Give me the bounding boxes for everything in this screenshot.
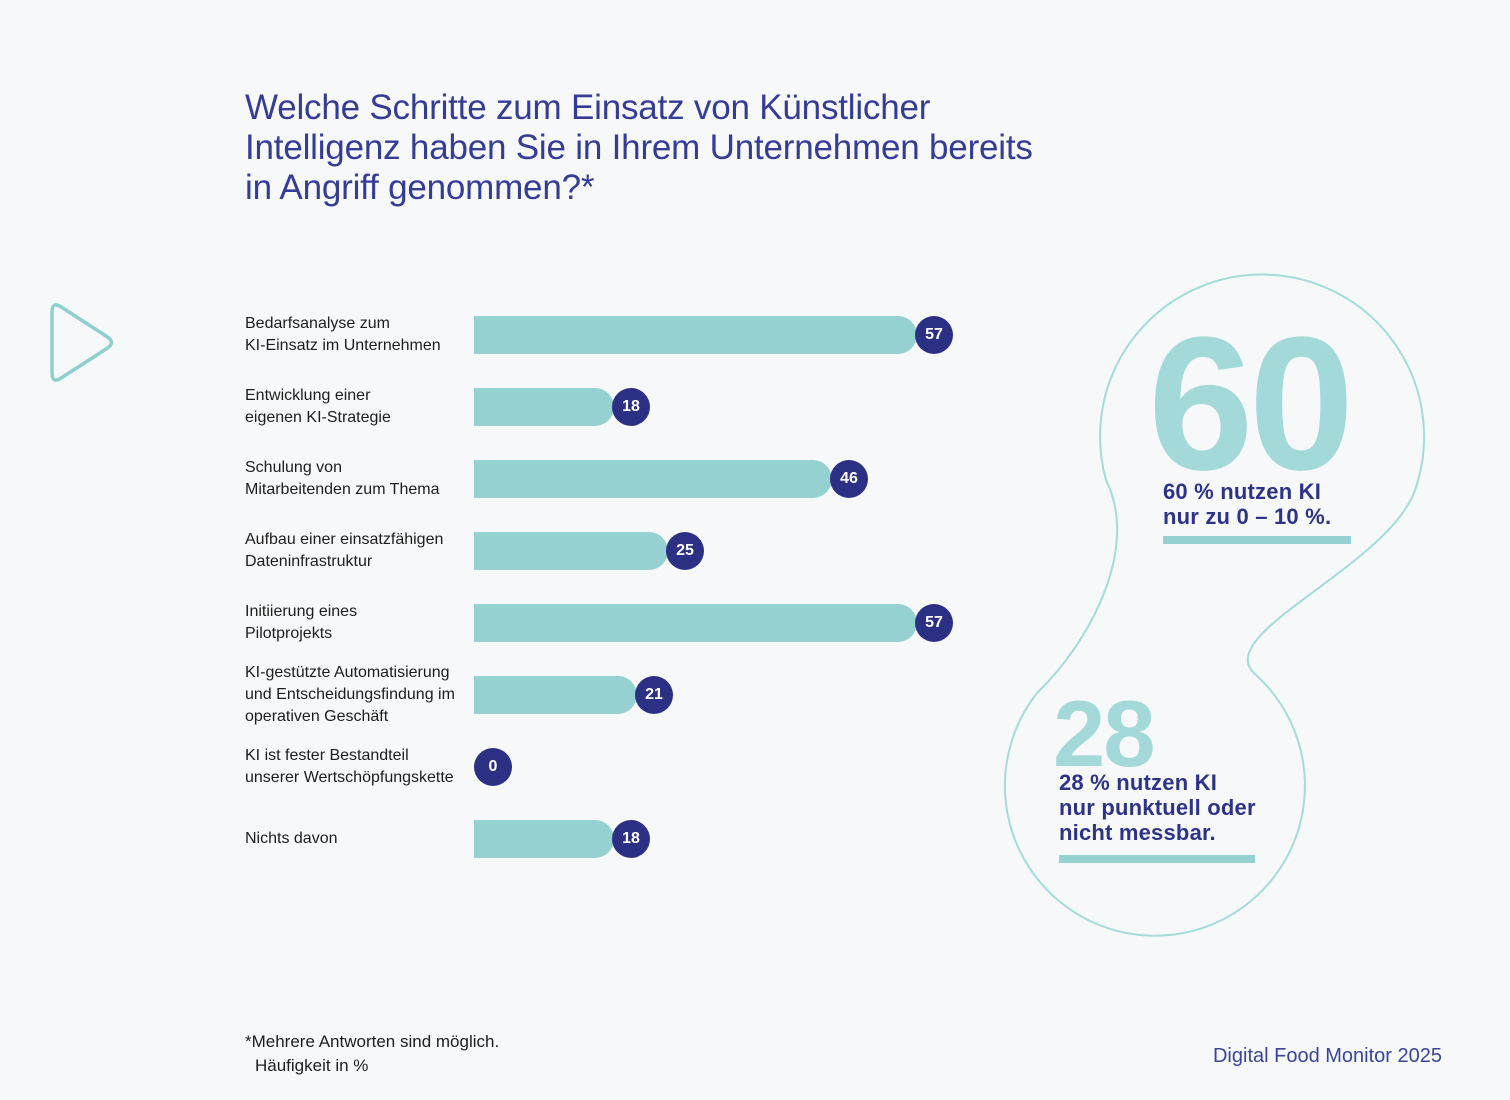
bar-label: Aufbau einer einsatzfähigen Dateninfrast… [245, 531, 444, 570]
callout-60-text: 60 % nutzen KI nur zu 0 – 10 %. [1163, 479, 1332, 529]
bar [474, 676, 637, 714]
value-badge: 57 [915, 316, 953, 354]
footnote-line1: *Mehrere Antworten sind möglich. [245, 1032, 500, 1051]
page-title: Welche Schritte zum Einsatz von Künstlic… [245, 88, 1033, 207]
footnote: *Mehrere Antworten sind möglich. Häufigk… [245, 1030, 499, 1078]
callout-60-number: 60 [1148, 298, 1354, 510]
bar-label: KI ist fester Bestandteil unserer Wertsc… [245, 747, 454, 786]
footnote-line2: Häufigkeit in % [255, 1056, 369, 1075]
callout-28-underline [1059, 855, 1255, 863]
bar-label: Bedarfsanalyse zum KI-Einsatz im Unterne… [245, 315, 441, 354]
value-badge: 46 [830, 460, 868, 498]
callout-60-underline [1163, 536, 1351, 544]
bar [474, 604, 917, 642]
bar-label: Schulung von Mitarbeitenden zum Thema [245, 459, 440, 498]
callout-28-text: 28 % nutzen KI nur punktuell oder nicht … [1059, 770, 1256, 845]
bar [474, 316, 917, 354]
bar-label: KI-gestützte Automatisierung und Entsche… [245, 664, 455, 725]
value-badge: 21 [635, 676, 673, 714]
value-badge: 18 [612, 388, 650, 426]
bar [474, 388, 614, 426]
bar-label: Initiierung eines Pilotprojekts [245, 603, 358, 642]
callout-28-number: 28 [1053, 681, 1156, 786]
bar [474, 460, 832, 498]
value-badge: 18 [612, 820, 650, 858]
bar [474, 820, 614, 858]
bar [474, 532, 668, 570]
bar-label: Entwicklung einer eigenen KI-Strategie [245, 387, 391, 426]
bar-label: Nichts davon [245, 830, 338, 847]
source-label: Digital Food Monitor 2025 [1212, 1045, 1442, 1067]
value-badge: 0 [474, 748, 512, 786]
value-badge: 57 [915, 604, 953, 642]
value-badge: 25 [666, 532, 704, 570]
